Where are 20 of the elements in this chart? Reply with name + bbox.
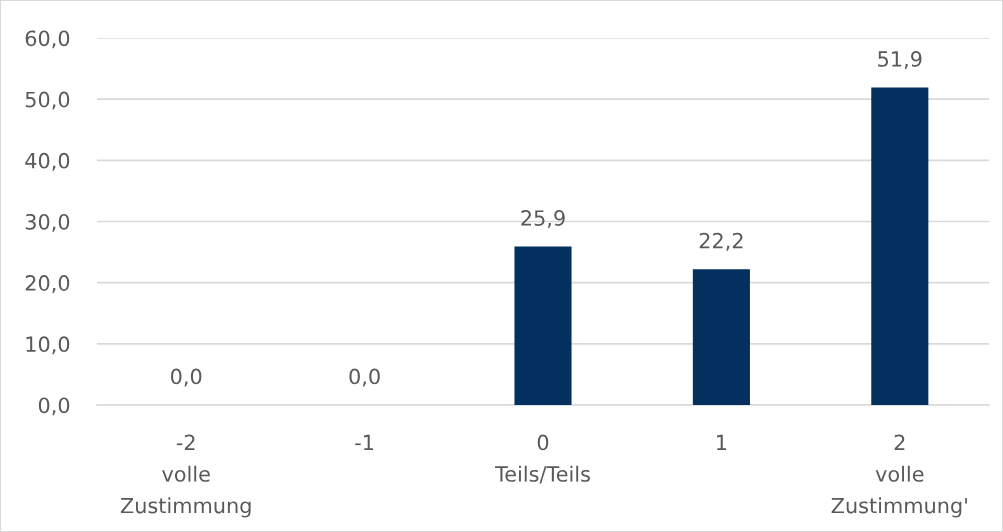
x-tick-label: -1: [355, 434, 374, 450]
data-label: 0,0: [349, 368, 380, 387]
data-label: 51,9: [878, 51, 922, 69]
y-tick-label: 20,0: [25, 275, 70, 293]
data-label: 0,0: [171, 368, 202, 387]
bar: [871, 87, 929, 405]
y-tick-label: 0,0: [38, 397, 70, 416]
y-tick-label: 50,0: [25, 91, 70, 110]
x-tick-label: 2 volle Zustimmung': [831, 434, 967, 518]
bar: [514, 246, 572, 405]
x-tick-label: -2 volle Zustimmung: [120, 434, 251, 518]
data-label: 22,2: [699, 232, 743, 251]
x-tick-label: 1: [717, 434, 727, 450]
y-tick-label: 30,0: [25, 213, 70, 232]
x-tick-label: 0 Teils/Teils: [495, 434, 590, 484]
data-label: 25,9: [521, 210, 565, 228]
y-tick-label: 40,0: [25, 152, 70, 171]
y-tick-label: 10,0: [26, 336, 70, 355]
bar: [692, 269, 750, 405]
y-tick-label: 60,0: [25, 30, 70, 49]
